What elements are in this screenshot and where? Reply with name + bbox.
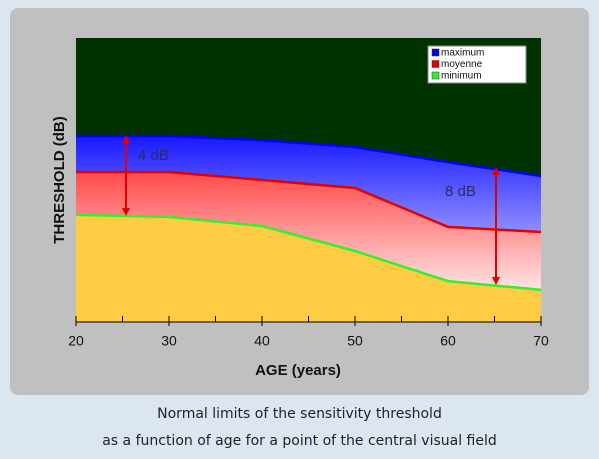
line — [76, 134, 542, 178]
legend-label: moyenne — [441, 59, 483, 70]
arrow-head — [122, 208, 130, 216]
caption-line: as a function of age for a point of the … — [102, 433, 497, 449]
legend-label: minimum — [441, 71, 482, 82]
line — [75, 213, 542, 292]
arrow-head — [492, 277, 500, 285]
x-tick-label: 50 — [347, 333, 363, 349]
legend-swatch — [431, 71, 440, 80]
x-tick-label: 70 — [533, 333, 549, 349]
chart: 20 30 40 50 60 70 4 dB 8 dB maximummoyenneminimu… — [51, 38, 549, 379]
y-axis-label: THRESHOLD (dB) — [51, 116, 68, 244]
legend-swatch — [431, 48, 440, 57]
x-tick-label: 20 — [68, 333, 84, 349]
area — [76, 214, 541, 322]
x-tick-label: 60 — [440, 333, 456, 349]
x-axis-label: AGE (years) — [255, 362, 341, 379]
annotation: 4 dB — [138, 147, 169, 164]
x-tick-label: 40 — [254, 333, 270, 349]
legend-box — [427, 45, 527, 84]
legend-swatch — [431, 60, 440, 68]
legend-label: maximum — [441, 48, 484, 59]
caption-line: Normal limits of the sensitivity thresho… — [157, 406, 442, 422]
x-tick-label: 30 — [161, 333, 177, 349]
annotation: 8 dB — [445, 183, 476, 200]
arrow-head — [122, 135, 130, 143]
arrow-head — [492, 167, 500, 175]
line — [76, 170, 542, 234]
